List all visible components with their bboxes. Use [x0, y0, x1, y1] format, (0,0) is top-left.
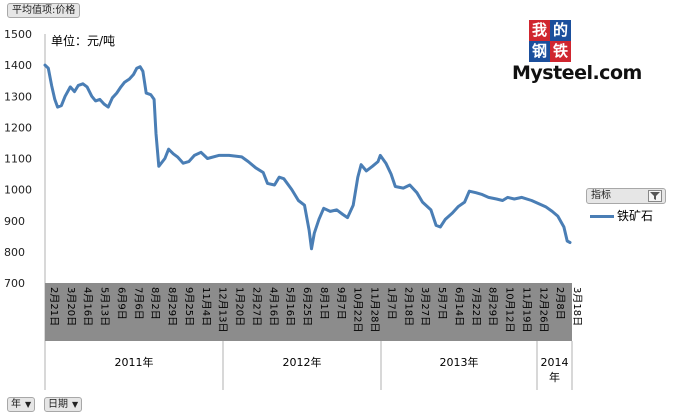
- x-tick-label: 2月21日: [48, 287, 60, 326]
- legend-header-label: 指标: [591, 190, 611, 201]
- x-axis-band: [45, 283, 572, 341]
- x-tick-label: 2月8日: [554, 287, 566, 320]
- y-axis-unit-label: 单位：元/吨: [51, 33, 115, 48]
- y-tick-label: 1300: [4, 90, 32, 103]
- x-tick-label: 5月7日: [436, 287, 448, 320]
- y-tick-label: 1000: [4, 184, 32, 197]
- x-tick-label: 3月20日: [65, 287, 77, 326]
- x-tick-label: 2月18日: [402, 287, 414, 326]
- x-tick-label: 7月6日: [132, 287, 144, 320]
- x-tick-label: 8月29日: [166, 287, 178, 326]
- legend-item: 铁矿石: [590, 209, 653, 223]
- date-field-label: 日期: [48, 399, 68, 410]
- legend-swatch: [590, 215, 614, 218]
- year-label: 2013年: [440, 355, 479, 369]
- year-field-dropdown[interactable]: 年 ▼: [7, 397, 36, 412]
- x-tick-label: 1月20日: [234, 287, 246, 326]
- x-tick-label: 3月27日: [419, 287, 431, 326]
- year-field-label: 年: [11, 399, 21, 410]
- y-tick-label: 900: [4, 215, 25, 228]
- x-tick-label: 11月28日: [369, 287, 381, 332]
- series-line-iron-ore: [43, 63, 572, 251]
- logo-wordmark: Mysteel.com: [512, 62, 642, 84]
- y-tick-label: 700: [4, 277, 25, 290]
- value-field-button[interactable]: 平均值项:价格: [7, 3, 81, 18]
- logo-char: 铁: [550, 41, 571, 62]
- x-tick-label: 4月16日: [267, 287, 279, 326]
- year-label: 2014: [541, 356, 569, 369]
- x-tick-label: 6月14日: [453, 287, 465, 326]
- x-tick-label: 6月25日: [301, 287, 313, 326]
- x-tick-label: 1月7日: [385, 287, 397, 320]
- chevron-down-icon: ▼: [25, 400, 32, 409]
- x-tick-label: 2月27日: [251, 287, 263, 326]
- logo-char: 我: [529, 20, 550, 41]
- legend-item-label: 铁矿石: [617, 209, 654, 223]
- chevron-down-icon: ▼: [72, 400, 79, 409]
- x-tick-label: 11月4日: [200, 287, 212, 326]
- x-tick-label: 9月7日: [335, 287, 347, 320]
- x-tick-label: 9月25日: [183, 287, 195, 326]
- x-tick-label: 5月13日: [99, 287, 111, 326]
- y-tick-label: 800: [4, 246, 25, 259]
- x-tick-label: 7月22日: [470, 287, 482, 326]
- year-label-suffix: 年: [549, 370, 560, 384]
- legend-field-button[interactable]: 指标: [586, 188, 666, 204]
- year-label: 2012年: [283, 355, 322, 369]
- x-tick-label: 8月2日: [149, 287, 161, 320]
- x-tick-label: 8月29日: [487, 287, 499, 326]
- x-tick-label: 12月13日: [217, 287, 229, 332]
- x-tick-label: 4月16日: [82, 287, 94, 326]
- x-tick-label: 10月22日: [352, 287, 364, 332]
- x-tick-label: 11月19日: [520, 287, 532, 332]
- x-axis-ticks: 2月21日 3月20日 4月16日 5月13日 6月9日 7月6日 8月2日 8月29日 9月2…: [48, 287, 583, 332]
- x-tick-label: 8月1日: [318, 287, 330, 320]
- logo-char: 钢: [529, 41, 550, 62]
- year-label: 2011年: [115, 355, 154, 369]
- x-tick-label: 6月9日: [116, 287, 128, 320]
- y-axis: 700 800 900 1000 1100 1200 1300 1400 1500: [4, 28, 32, 290]
- funnel-icon[interactable]: [648, 190, 662, 202]
- y-tick-label: 1200: [4, 121, 32, 134]
- x-tick-label: 10月12日: [504, 287, 516, 332]
- x-tick-label: 12月26日: [537, 287, 549, 332]
- logo-char: 的: [550, 20, 571, 41]
- y-tick-label: 1500: [4, 28, 32, 41]
- x-tick-label: 3月18日: [571, 287, 583, 326]
- date-field-dropdown[interactable]: 日期 ▼: [44, 397, 83, 412]
- y-tick-label: 1400: [4, 59, 32, 72]
- x-tick-label: 5月16日: [284, 287, 296, 326]
- y-tick-label: 1100: [4, 153, 32, 166]
